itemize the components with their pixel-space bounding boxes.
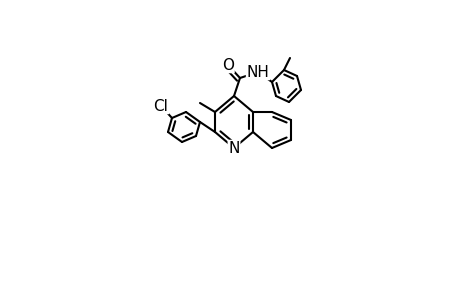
Text: Cl: Cl bbox=[153, 98, 168, 113]
Text: NH: NH bbox=[246, 64, 269, 80]
Text: N: N bbox=[228, 140, 239, 155]
Text: O: O bbox=[222, 58, 234, 73]
